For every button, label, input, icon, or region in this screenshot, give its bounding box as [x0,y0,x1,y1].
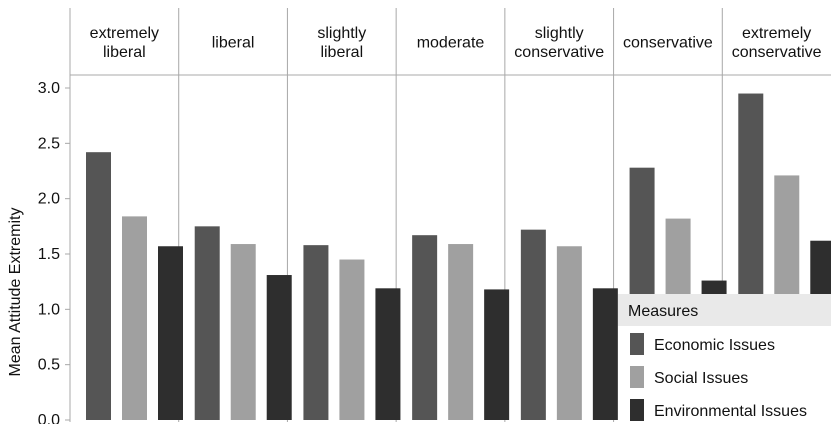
bar [158,246,183,420]
panel-label: liberal [320,44,363,61]
panel-label: slightly [317,25,366,42]
legend-swatch [630,333,644,355]
panel-header-group: extremely liberal liberal slightly liberal mo… [90,25,822,61]
y-tick-label: 1.0 [38,301,60,318]
y-axis: 0.0 0.5 1.0 1.5 2.0 2.5 3.0 [38,80,70,424]
panel-label: liberal [212,35,255,52]
panel-label: conservative [514,44,604,61]
y-axis-title: Mean Attitude Extremity [7,208,24,377]
panel-label: extremely [90,25,159,42]
legend-title: Measures [628,303,698,320]
y-axis-title-group: Mean Attitude Extremity [7,208,24,377]
bar [592,288,618,420]
legend: Measures Economic Issues Social Issues Envi… [618,294,831,424]
bar [484,289,510,420]
y-tick-label: 3.0 [38,80,60,97]
bar [448,244,474,420]
legend-entry: Economic Issues [654,337,775,354]
y-tick-label: 0.5 [38,357,60,374]
bar [303,245,329,420]
legend-entry: Social Issues [654,370,748,387]
bar [230,244,256,420]
panel-label: liberal [103,44,146,61]
panel-label: conservative [623,35,713,52]
panel-label: slightly [535,25,584,42]
bar [339,259,365,420]
panel-label: extremely [742,25,811,42]
y-tick-label: 2.0 [38,191,60,208]
legend-swatch [630,366,644,388]
bar [122,216,147,420]
bar [86,152,111,421]
bar [375,288,401,420]
legend-entry: Environmental Issues [654,403,807,420]
panel-dividers [69,8,831,422]
legend-swatch [630,399,644,421]
bar [412,235,438,420]
panel-label: moderate [417,35,485,52]
bar [556,246,582,420]
bar [194,226,220,420]
bar [520,229,546,420]
legend-header [618,294,831,326]
y-tick-label: 0.0 [38,412,60,424]
bar [266,275,292,420]
y-tick-label: 2.5 [38,135,60,152]
y-tick-label: 1.5 [38,246,60,263]
panel-label: conservative [732,44,822,61]
